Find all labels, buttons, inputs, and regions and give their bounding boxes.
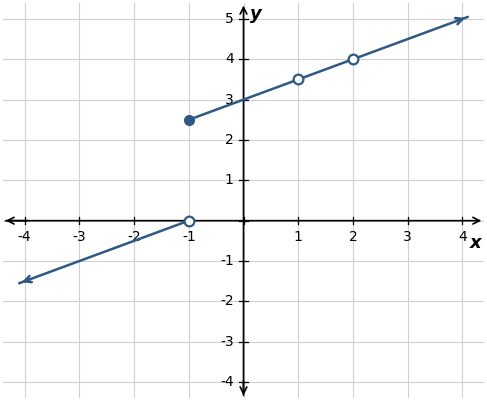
Text: 5: 5 [225,12,234,26]
Text: y: y [250,5,262,23]
Text: -2: -2 [127,229,141,243]
Text: 3: 3 [403,229,412,243]
Text: 3: 3 [225,93,234,107]
Text: -2: -2 [220,294,234,308]
Text: 2: 2 [349,229,357,243]
Text: 1: 1 [294,229,302,243]
Text: -1: -1 [182,229,196,243]
Text: 1: 1 [225,173,234,187]
Text: 4: 4 [458,229,467,243]
Text: 4: 4 [225,52,234,66]
Text: -1: -1 [220,254,234,268]
Text: -4: -4 [220,375,234,389]
Text: -3: -3 [73,229,86,243]
Text: -4: -4 [18,229,32,243]
Text: x: x [470,234,482,251]
Text: 2: 2 [225,133,234,147]
Text: -3: -3 [220,335,234,349]
